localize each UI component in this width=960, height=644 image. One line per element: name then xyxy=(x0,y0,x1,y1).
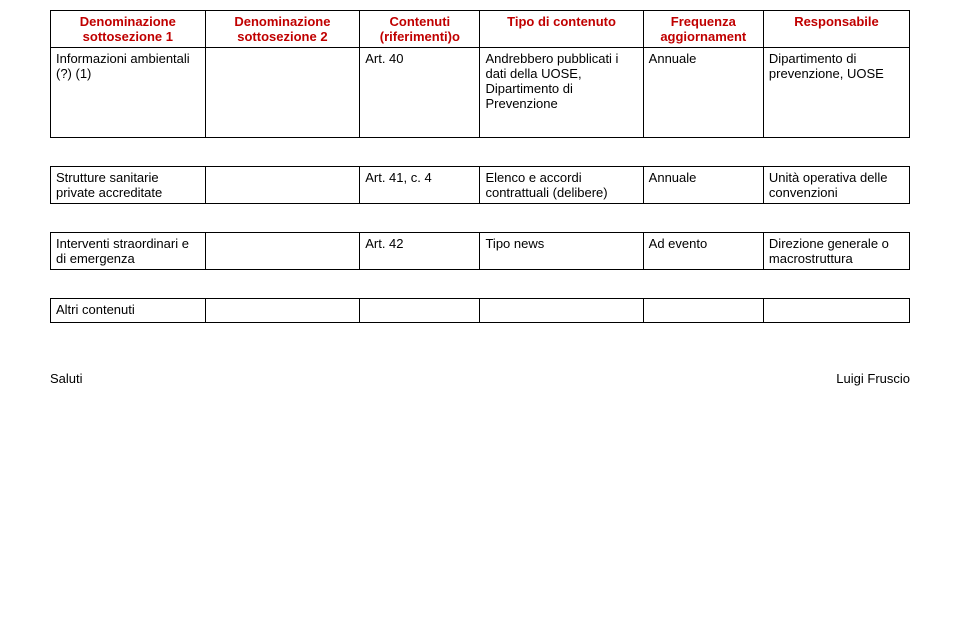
cell: Art. 42 xyxy=(360,233,480,270)
cell xyxy=(205,167,360,204)
header-text: (riferimenti)o xyxy=(365,29,474,44)
footer-right: Luigi Fruscio xyxy=(836,371,910,386)
table-header-row: Denominazione sottosezione 1 Denominazio… xyxy=(51,11,910,48)
header-text: aggiornament xyxy=(649,29,758,44)
cell: Elenco e accordi contrattuali (delibere) xyxy=(480,167,643,204)
footer-left: Saluti xyxy=(50,371,83,386)
header-col1: Denominazione sottosezione 1 xyxy=(51,11,206,48)
cell: Ad evento xyxy=(643,233,763,270)
header-col5: Frequenza aggiornament xyxy=(643,11,763,48)
table-4: Altri contenuti xyxy=(50,298,910,323)
table-row: Strutture sanitarie private accreditate … xyxy=(51,167,910,204)
footer: Saluti Luigi Fruscio xyxy=(50,371,910,386)
table-row: Interventi straordinari e di emergenza A… xyxy=(51,233,910,270)
cell: Annuale xyxy=(643,48,763,138)
header-text: Contenuti xyxy=(365,14,474,29)
header-text: Frequenza xyxy=(649,14,758,29)
cell xyxy=(205,48,360,138)
cell: Art. 40 xyxy=(360,48,480,138)
table-row: Informazioni ambientali (?) (1) Art. 40 … xyxy=(51,48,910,138)
cell: Art. 41, c. 4 xyxy=(360,167,480,204)
header-text: sottosezione 2 xyxy=(211,29,355,44)
cell: Interventi straordinari e di emergenza xyxy=(51,233,206,270)
header-text: sottosezione 1 xyxy=(56,29,200,44)
table-row: Altri contenuti xyxy=(51,299,910,323)
header-text: Denominazione xyxy=(56,14,200,29)
table-1: Denominazione sottosezione 1 Denominazio… xyxy=(50,10,910,138)
cell xyxy=(763,299,909,323)
table-2: Strutture sanitarie private accreditate … xyxy=(50,166,910,204)
cell: Unità operativa delle convenzioni xyxy=(763,167,909,204)
cell: Dipartimento di prevenzione, UOSE xyxy=(763,48,909,138)
cell xyxy=(205,233,360,270)
cell xyxy=(205,299,360,323)
header-col3: Contenuti (riferimenti)o xyxy=(360,11,480,48)
cell: Informazioni ambientali (?) (1) xyxy=(51,48,206,138)
cell xyxy=(643,299,763,323)
table-3: Interventi straordinari e di emergenza A… xyxy=(50,232,910,270)
header-col4: Tipo di contenuto xyxy=(480,11,643,48)
cell: Andrebbero pubblicati i dati della UOSE,… xyxy=(480,48,643,138)
header-text: Denominazione xyxy=(211,14,355,29)
header-text: Tipo di contenuto xyxy=(485,14,637,29)
cell: Direzione generale o macrostruttura xyxy=(763,233,909,270)
cell: Strutture sanitarie private accreditate xyxy=(51,167,206,204)
cell: Altri contenuti xyxy=(51,299,206,323)
cell: Tipo news xyxy=(480,233,643,270)
header-col6: Responsabile xyxy=(763,11,909,48)
header-text: Responsabile xyxy=(769,14,904,29)
cell xyxy=(480,299,643,323)
header-col2: Denominazione sottosezione 2 xyxy=(205,11,360,48)
cell: Annuale xyxy=(643,167,763,204)
cell xyxy=(360,299,480,323)
